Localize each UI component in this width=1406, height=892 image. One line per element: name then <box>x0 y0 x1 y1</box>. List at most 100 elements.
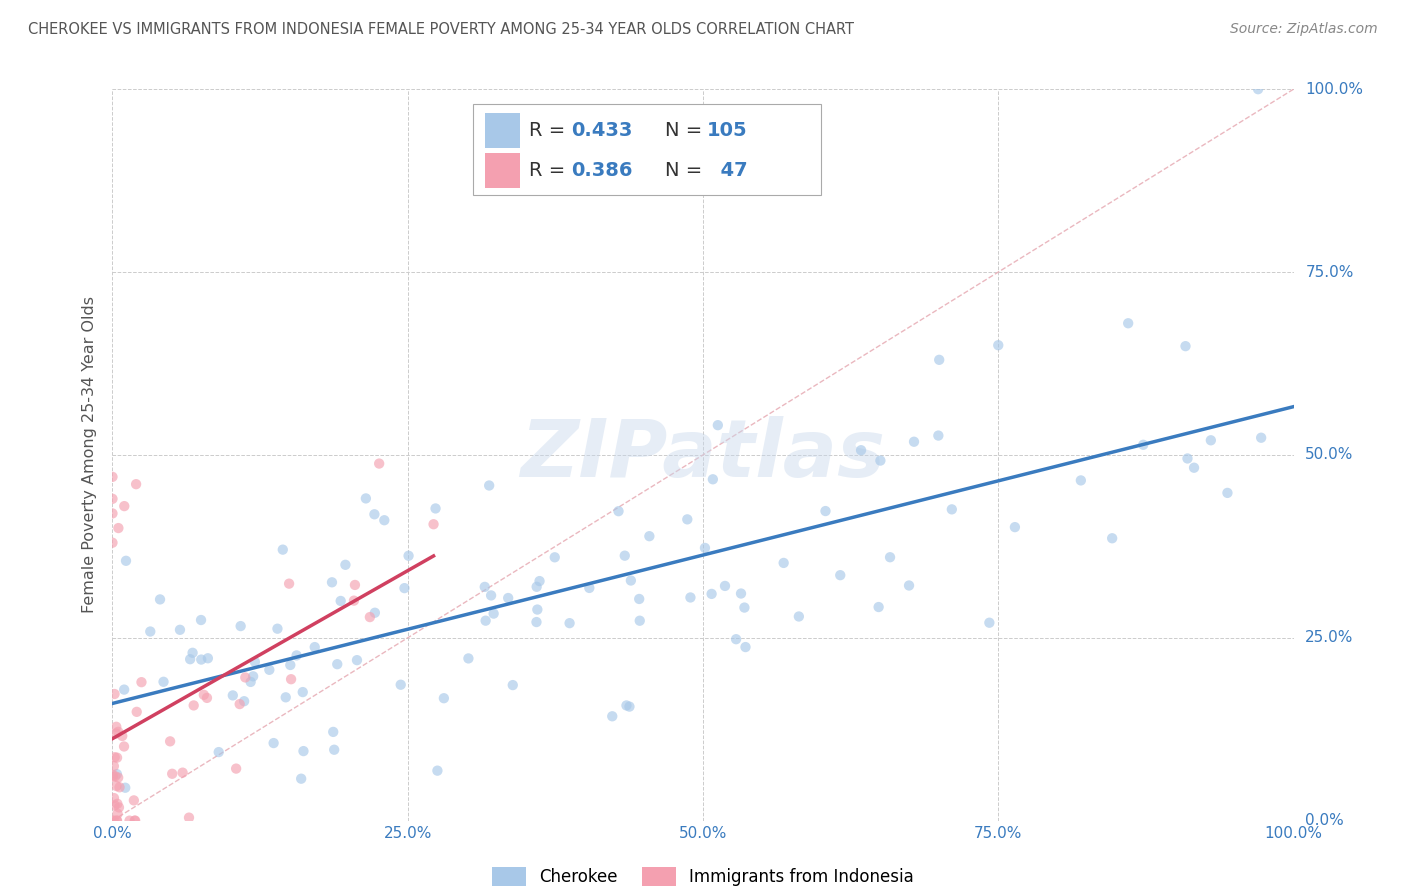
Point <box>107 806 129 821</box>
Point <box>172 765 194 780</box>
Point <box>108 780 131 795</box>
Point <box>193 688 215 702</box>
Text: 47: 47 <box>707 161 747 180</box>
Point <box>125 477 148 491</box>
Point <box>179 652 201 666</box>
Point <box>105 767 128 781</box>
Point <box>772 556 794 570</box>
Bar <box>485 153 520 188</box>
Point <box>103 814 125 828</box>
Text: 50.0%: 50.0% <box>1305 448 1354 462</box>
Point <box>323 743 346 757</box>
Point <box>208 745 231 759</box>
Point <box>125 705 148 719</box>
Point <box>482 607 505 621</box>
Point <box>225 762 247 776</box>
Point <box>529 574 551 588</box>
Point <box>869 453 891 467</box>
Y-axis label: Female Poverty Among 25-34 Year Olds: Female Poverty Among 25-34 Year Olds <box>82 296 97 614</box>
Point <box>693 541 716 555</box>
Point <box>433 691 456 706</box>
Point <box>107 771 129 785</box>
Point <box>169 623 191 637</box>
Point <box>425 501 447 516</box>
Point <box>105 814 128 828</box>
Point <box>108 800 131 814</box>
Point <box>112 682 135 697</box>
Point <box>104 750 127 764</box>
Point <box>941 502 963 516</box>
Point <box>426 764 449 778</box>
Point <box>343 578 366 592</box>
Point <box>526 580 548 594</box>
Point <box>160 766 183 780</box>
Point <box>363 508 385 522</box>
Point <box>285 648 308 663</box>
Point <box>616 698 638 713</box>
Text: N =: N = <box>665 120 709 140</box>
Point <box>502 678 524 692</box>
Point <box>290 772 312 786</box>
Point <box>1174 339 1197 353</box>
Point <box>274 690 297 705</box>
Point <box>131 675 153 690</box>
Point <box>278 658 301 673</box>
Text: Source: ZipAtlas.com: Source: ZipAtlas.com <box>1230 22 1378 37</box>
Point <box>104 798 127 813</box>
Text: R =: R = <box>530 161 572 180</box>
Point <box>118 814 141 828</box>
Point <box>304 640 326 654</box>
FancyBboxPatch shape <box>472 103 821 195</box>
Point <box>619 699 641 714</box>
Point <box>898 578 921 592</box>
Point <box>242 669 264 683</box>
Point <box>105 779 128 793</box>
Point <box>259 663 281 677</box>
Point <box>928 352 950 367</box>
Point <box>373 513 395 527</box>
Text: 0.433: 0.433 <box>571 120 633 140</box>
Point <box>628 591 651 606</box>
Point <box>291 685 314 699</box>
Point <box>868 600 890 615</box>
Point <box>159 734 181 748</box>
Point <box>233 670 256 684</box>
Bar <box>485 112 520 148</box>
Point <box>105 814 128 828</box>
Point <box>903 434 925 449</box>
Point <box>115 554 138 568</box>
Point <box>714 579 737 593</box>
Point <box>280 672 302 686</box>
Point <box>1101 531 1123 545</box>
Point <box>354 491 377 506</box>
Point <box>600 709 623 723</box>
Point <box>197 651 219 665</box>
Point <box>526 602 548 616</box>
Point <box>101 770 124 784</box>
Point <box>368 457 391 471</box>
Point <box>1116 316 1139 330</box>
Point <box>628 614 651 628</box>
Point <box>676 512 699 526</box>
Text: N =: N = <box>665 161 709 180</box>
Text: ZIPatlas: ZIPatlas <box>520 416 886 494</box>
Point <box>107 724 129 739</box>
Point <box>101 535 124 549</box>
Point <box>266 622 288 636</box>
Point <box>787 609 810 624</box>
Point <box>474 614 496 628</box>
Text: 100.0%: 100.0% <box>1305 82 1364 96</box>
Point <box>702 472 724 486</box>
Point <box>190 613 212 627</box>
Point <box>103 759 125 773</box>
Point <box>107 521 129 535</box>
Point <box>394 581 416 595</box>
Point <box>105 750 128 764</box>
Point <box>278 576 301 591</box>
Point <box>183 698 205 713</box>
Point <box>496 591 519 605</box>
Legend: Cherokee, Immigrants from Indonesia: Cherokee, Immigrants from Indonesia <box>485 860 921 892</box>
Point <box>457 651 479 665</box>
Point <box>707 418 730 433</box>
Point <box>1070 474 1092 488</box>
